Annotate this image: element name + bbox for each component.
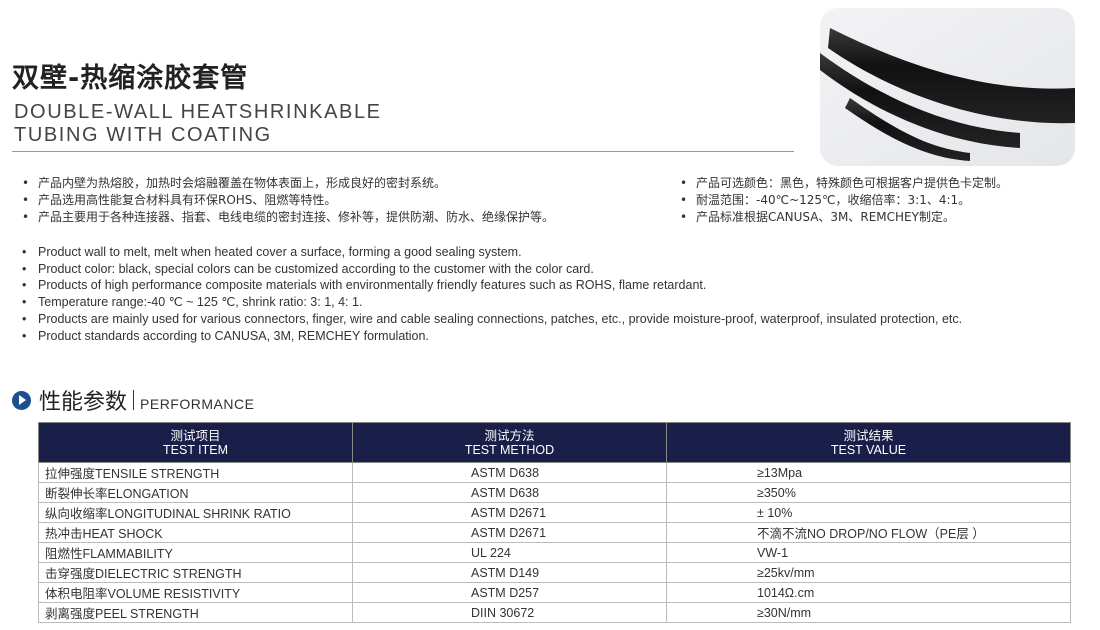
bullet-item: • Products are mainly used for various co…: [22, 311, 963, 326]
cell-test-item: 体积电阻率VOLUME RESISTIVITY: [38, 582, 353, 603]
table-row: 拉伸强度TENSILE STRENGTH ASTM D638 ≥13Mpa: [38, 462, 1071, 483]
tube-medium: [820, 53, 1020, 148]
cell-test-item: 热冲击HEAT SHOCK: [38, 522, 353, 543]
cell-test-item: 纵向收缩率LONGITUDINAL SHRINK RATIO: [38, 502, 353, 523]
bullet-item: • Products of high performance composite …: [22, 278, 707, 293]
tube-large: [828, 28, 1075, 124]
page-title-en-line2: TUBING WITH COATING: [14, 124, 272, 146]
table-row: 剥离强度PEEL STRENGTH DIIN 30672 ≥30N/mm: [38, 602, 1071, 623]
section-title-en: PERFORMANCE: [140, 396, 255, 412]
table-row: 阻燃性FLAMMABILITY UL 224 VW-1: [38, 542, 1071, 563]
table-row: 纵向收缩率LONGITUDINAL SHRINK RATIO ASTM D2671…: [38, 502, 1071, 523]
cell-test-value: ≥13Mpa: [666, 462, 1071, 483]
title-divider: [12, 151, 794, 152]
cell-test-item: 阻燃性FLAMMABILITY: [38, 542, 353, 563]
header-test-method: 测试方法 TEST METHOD: [352, 422, 667, 463]
cell-test-method: ASTM D257: [352, 582, 667, 603]
cell-test-method: ASTM D149: [352, 562, 667, 583]
cell-test-item: 拉伸强度TENSILE STRENGTH: [38, 462, 353, 483]
bullet-item: • 产品可选颜色：黑色，特殊颜色可根据客户提供色卡定制。: [680, 176, 1009, 190]
cell-test-method: ASTM D638: [352, 462, 667, 483]
header-test-value: 测试结果 TEST VALUE: [666, 422, 1071, 463]
cell-test-value: VW-1: [666, 542, 1071, 563]
cell-test-item: 击穿强度DIELECTRIC STRENGTH: [38, 562, 353, 583]
cell-test-method: ASTM D2671: [352, 502, 667, 523]
table-header-row: 测试项目 TEST ITEM 测试方法 TEST METHOD 测试结果 TEST V…: [38, 422, 1071, 463]
cell-test-value: 不滴不流NO DROP/NO FLOW（PE层 ）: [666, 522, 1071, 543]
performance-table: 测试项目 TEST ITEM 测试方法 TEST METHOD 测试结果 TEST V…: [38, 422, 1071, 623]
product-image-tubing: [820, 8, 1075, 166]
cell-test-value: ≥25kv/mm: [666, 562, 1071, 583]
bullet-item: • 耐温范围：-40℃~125℃，收缩倍率：3:1、4:1。: [680, 193, 971, 207]
section-divider: [133, 390, 135, 410]
cell-test-value: ≥30N/mm: [666, 602, 1071, 623]
bullet-item: • 产品内壁为热熔胶，加热时会熔融覆盖在物体表面上，形成良好的密封系统。: [22, 176, 447, 190]
bullets-cn-right: • 产品可选颜色：黑色，特殊颜色可根据客户提供色卡定制。 • 耐温范围：-40℃~1…: [680, 175, 1008, 226]
cell-test-value: ± 10%: [666, 502, 1071, 523]
arrow-circle-icon: [12, 390, 31, 410]
bullet-item: • Product color: black, special colors ca…: [22, 261, 594, 276]
table-row: 热冲击HEAT SHOCK ASTM D2671 不滴不流NO DROP/NO FL…: [38, 522, 1071, 543]
bullets-cn-left: • 产品内壁为热熔胶，加热时会熔融覆盖在物体表面上，形成良好的密封系统。 • 产品选…: [22, 175, 554, 226]
table-row: 击穿强度DIELECTRIC STRENGTH ASTM D149 ≥25kv/mm: [38, 562, 1071, 583]
cell-test-method: UL 224: [352, 542, 667, 563]
section-title-cn: 性能参数: [39, 390, 128, 415]
section-heading-performance: 性能参数 PERFORMANCE: [12, 384, 254, 416]
bullet-item: • 产品标准根据CANUSA、3M、REMCHEY制定。: [680, 210, 955, 224]
cell-test-method: ASTM D2671: [352, 522, 667, 543]
header-test-item: 测试项目 TEST ITEM: [38, 422, 353, 463]
table-row: 断裂伸长率ELONGATION ASTM D638 ≥350%: [38, 482, 1071, 503]
page-title-en-line1: DOUBLE-WALL HEATSHRINKABLE: [14, 101, 382, 123]
bullet-item: • Product wall to melt, melt when heated …: [22, 245, 522, 259]
bullet-item: • 产品选用高性能复合材料具有环保ROHS、阻燃等特性。: [22, 193, 337, 207]
page-title-cn: 双壁-热缩涂胶套管: [12, 63, 249, 94]
bullet-item: • Product standards according to CANUSA, …: [22, 328, 429, 343]
tube-small: [845, 98, 970, 161]
cell-test-value: 1014Ω.cm: [666, 582, 1071, 603]
cell-test-method: DIIN 30672: [352, 602, 667, 623]
cell-test-item: 剥离强度PEEL STRENGTH: [38, 602, 353, 623]
bullets-en: • Product wall to melt, melt when heated …: [22, 244, 1090, 344]
cell-test-value: ≥350%: [666, 482, 1071, 503]
bullet-item: • 产品主要用于各种连接器、指套、电线电缆的密封连接、修补等，提供防潮、防水、绝缘…: [22, 210, 555, 224]
bullet-item: • Temperature range:-40 ℃ ~ 125 ℃, shrink…: [22, 295, 363, 310]
cell-test-item: 断裂伸长率ELONGATION: [38, 482, 353, 503]
cell-test-method: ASTM D638: [352, 482, 667, 503]
table-row: 体积电阻率VOLUME RESISTIVITY ASTM D257 1014Ω.cm: [38, 582, 1071, 603]
